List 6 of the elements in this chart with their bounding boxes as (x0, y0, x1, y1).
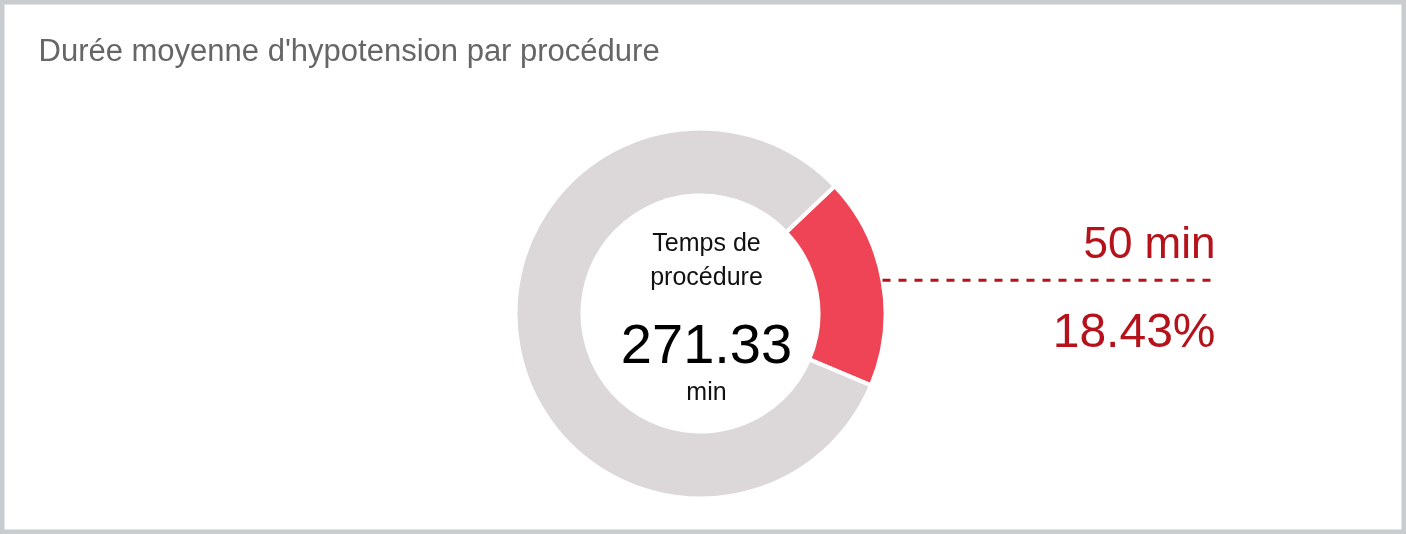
text: 18.43% (1052, 303, 1216, 357)
text: min (686, 376, 727, 405)
text: 271.33 (620, 311, 793, 375)
data-label: 50 min (1083, 217, 1216, 267)
chart-title: Durée moyenne d'hypotension par procédure (38, 33, 660, 68)
text: Temps de procédure (650, 227, 763, 290)
